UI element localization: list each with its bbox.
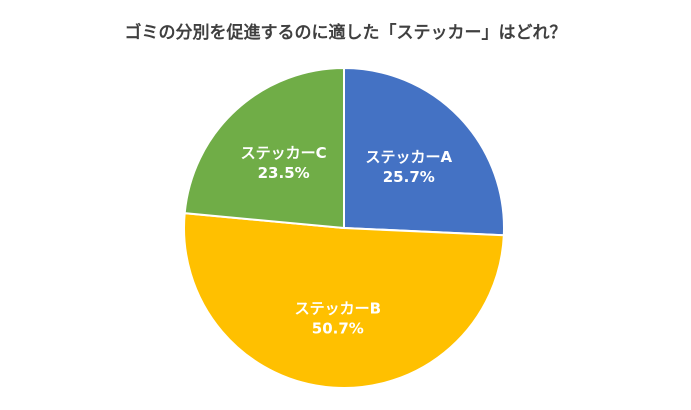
pie-slice-3 — [183, 66, 345, 230]
pie-slice-2 — [183, 212, 505, 389]
slice-value-label: 23.5% — [258, 164, 310, 182]
slice-value-label: 25.7% — [383, 168, 435, 186]
pie-slice-1 — [343, 66, 505, 237]
slice-value-label: 50.7% — [312, 319, 364, 337]
chart-title: ゴミの分別を促進するのに適した「ステッカー」はどれ？ — [124, 23, 567, 43]
slice-category-label: ステッカーA — [365, 148, 452, 166]
slice-category-label: ステッカーB — [295, 299, 381, 317]
slice-category-label: ステッカーC — [241, 144, 327, 162]
